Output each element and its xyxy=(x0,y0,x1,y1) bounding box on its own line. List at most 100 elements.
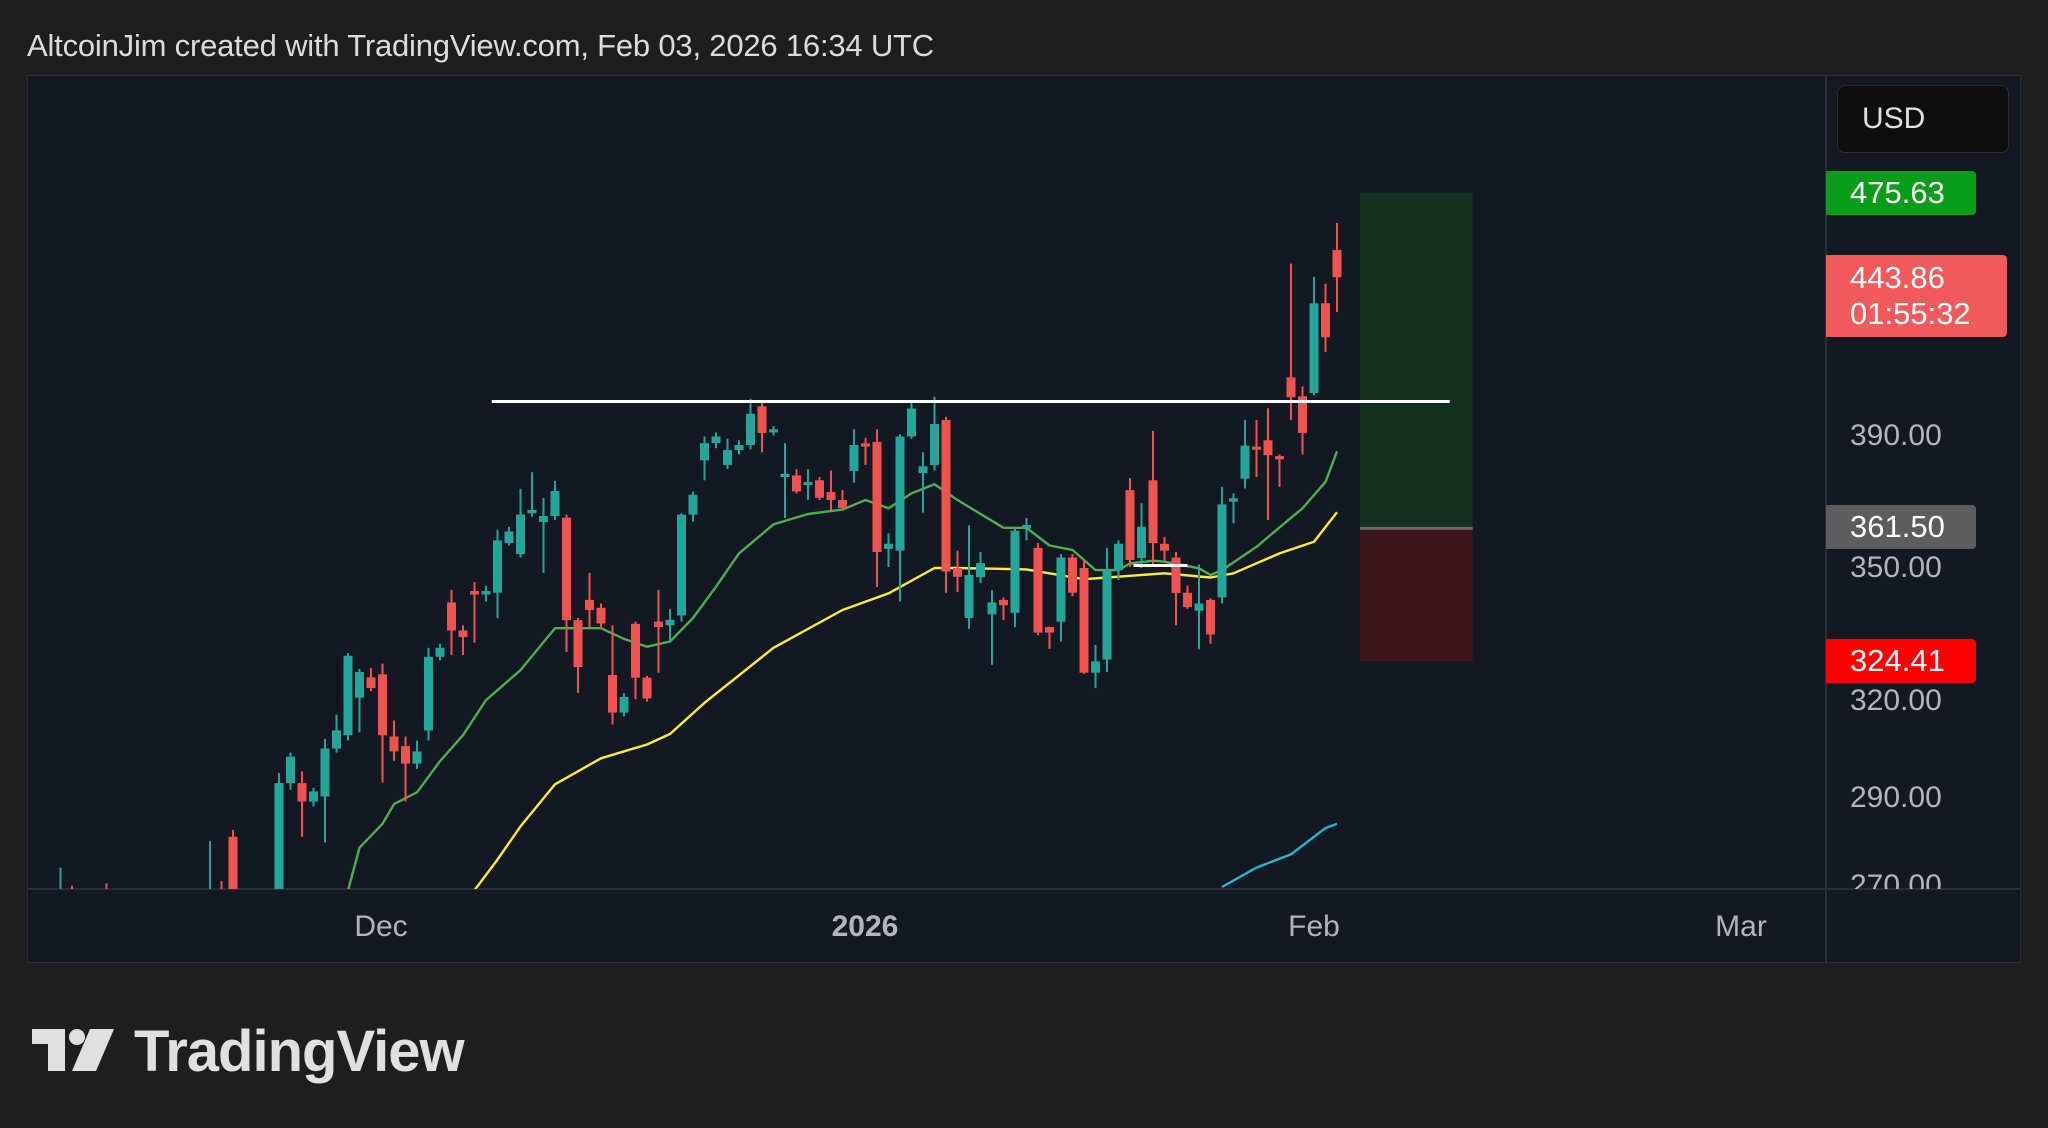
stop-zone xyxy=(1360,528,1473,661)
candle-body xyxy=(504,531,514,544)
candle xyxy=(700,436,709,481)
candle xyxy=(504,526,514,546)
candle-body xyxy=(573,620,583,668)
candle xyxy=(987,589,997,665)
candle xyxy=(1217,486,1227,604)
candle xyxy=(757,400,767,453)
candle xyxy=(59,867,62,889)
time-tick-label: Dec xyxy=(354,910,408,943)
currency-button[interactable]: USD xyxy=(1837,85,2009,153)
last-price-label: 443.86 01:55:32 xyxy=(1826,255,2007,337)
candle xyxy=(815,477,824,500)
candle xyxy=(619,693,629,717)
candle xyxy=(1321,283,1330,353)
candle-body xyxy=(838,499,847,508)
candle-body xyxy=(263,918,272,923)
candle-body xyxy=(297,783,307,802)
candle xyxy=(1033,543,1043,636)
stop-price-label: 324.41 xyxy=(1826,639,1976,683)
candle xyxy=(470,582,479,643)
price-tick-label: 320.00 xyxy=(1850,684,1942,717)
candle xyxy=(240,895,249,951)
candle-body xyxy=(654,621,663,628)
candle-body xyxy=(217,913,226,922)
candle-body xyxy=(424,656,433,731)
candle xyxy=(1079,559,1089,674)
candle-body xyxy=(1263,440,1273,456)
candle-body xyxy=(1125,490,1135,560)
candle xyxy=(481,585,491,602)
candle-body xyxy=(1183,592,1192,608)
moving-average-line xyxy=(1221,822,1338,889)
candle-body xyxy=(562,517,571,621)
candle-body xyxy=(1091,661,1100,673)
candle xyxy=(125,913,134,965)
candle xyxy=(1022,517,1031,541)
candle xyxy=(550,480,560,520)
candle-body xyxy=(1206,599,1215,635)
candle xyxy=(355,668,364,733)
candle-body xyxy=(688,494,698,515)
candle-body xyxy=(1010,530,1020,613)
candle-body xyxy=(114,937,123,951)
candle-body xyxy=(769,429,778,433)
candle xyxy=(309,787,318,807)
candle-body xyxy=(872,441,882,553)
candle xyxy=(826,470,836,510)
candle-body xyxy=(895,436,905,551)
candle xyxy=(1125,478,1135,567)
time-tick-label: Feb xyxy=(1288,910,1340,943)
candle-body xyxy=(1148,480,1158,544)
candle-body xyxy=(1079,568,1089,673)
candle-body xyxy=(194,927,203,941)
candle-body xyxy=(309,791,318,802)
candle-body xyxy=(803,481,813,486)
price-tick-label: 390.00 xyxy=(1850,418,1942,452)
candle-body xyxy=(792,475,801,492)
candle xyxy=(1171,552,1181,626)
candle xyxy=(1091,644,1100,689)
candle xyxy=(573,617,583,694)
candle-body xyxy=(401,746,410,764)
candle-body xyxy=(1194,603,1204,611)
moving-average-line xyxy=(347,450,1339,889)
candle xyxy=(263,895,272,946)
candle-body xyxy=(470,590,479,595)
candle xyxy=(562,514,571,652)
candle xyxy=(1263,408,1273,520)
candle xyxy=(999,597,1008,621)
candle xyxy=(941,416,951,593)
candle-body xyxy=(343,655,353,736)
tradingview-mark-icon xyxy=(32,1028,114,1071)
candle xyxy=(907,403,916,439)
candle xyxy=(953,550,962,593)
candle-countdown: 01:55:32 xyxy=(1850,296,1971,331)
candle xyxy=(1229,493,1238,524)
candle-body xyxy=(1217,504,1227,598)
candle-body xyxy=(1309,303,1319,393)
candle xyxy=(171,909,180,971)
candle xyxy=(209,841,211,889)
candle-body xyxy=(815,480,824,498)
candle-body xyxy=(481,590,491,595)
candle-body xyxy=(1033,547,1043,633)
candle-body xyxy=(1022,525,1031,529)
candle xyxy=(1102,547,1112,672)
tradingview-logo[interactable]: TradingView xyxy=(32,1018,465,1085)
candle-body xyxy=(1332,249,1342,278)
candle-body xyxy=(849,444,859,471)
plot-area xyxy=(59,192,1473,980)
candle xyxy=(780,443,790,518)
candle-body xyxy=(389,736,399,752)
candle-body xyxy=(1068,557,1077,593)
candle xyxy=(642,675,652,702)
candle-body xyxy=(366,677,376,689)
candle xyxy=(872,429,882,588)
candle-body xyxy=(1286,377,1296,398)
candle xyxy=(183,913,192,980)
candle-body xyxy=(746,413,755,445)
candle xyxy=(91,922,100,979)
entry-price-label: 361.50 xyxy=(1826,505,1976,549)
chart-frame[interactable] xyxy=(27,75,2021,963)
